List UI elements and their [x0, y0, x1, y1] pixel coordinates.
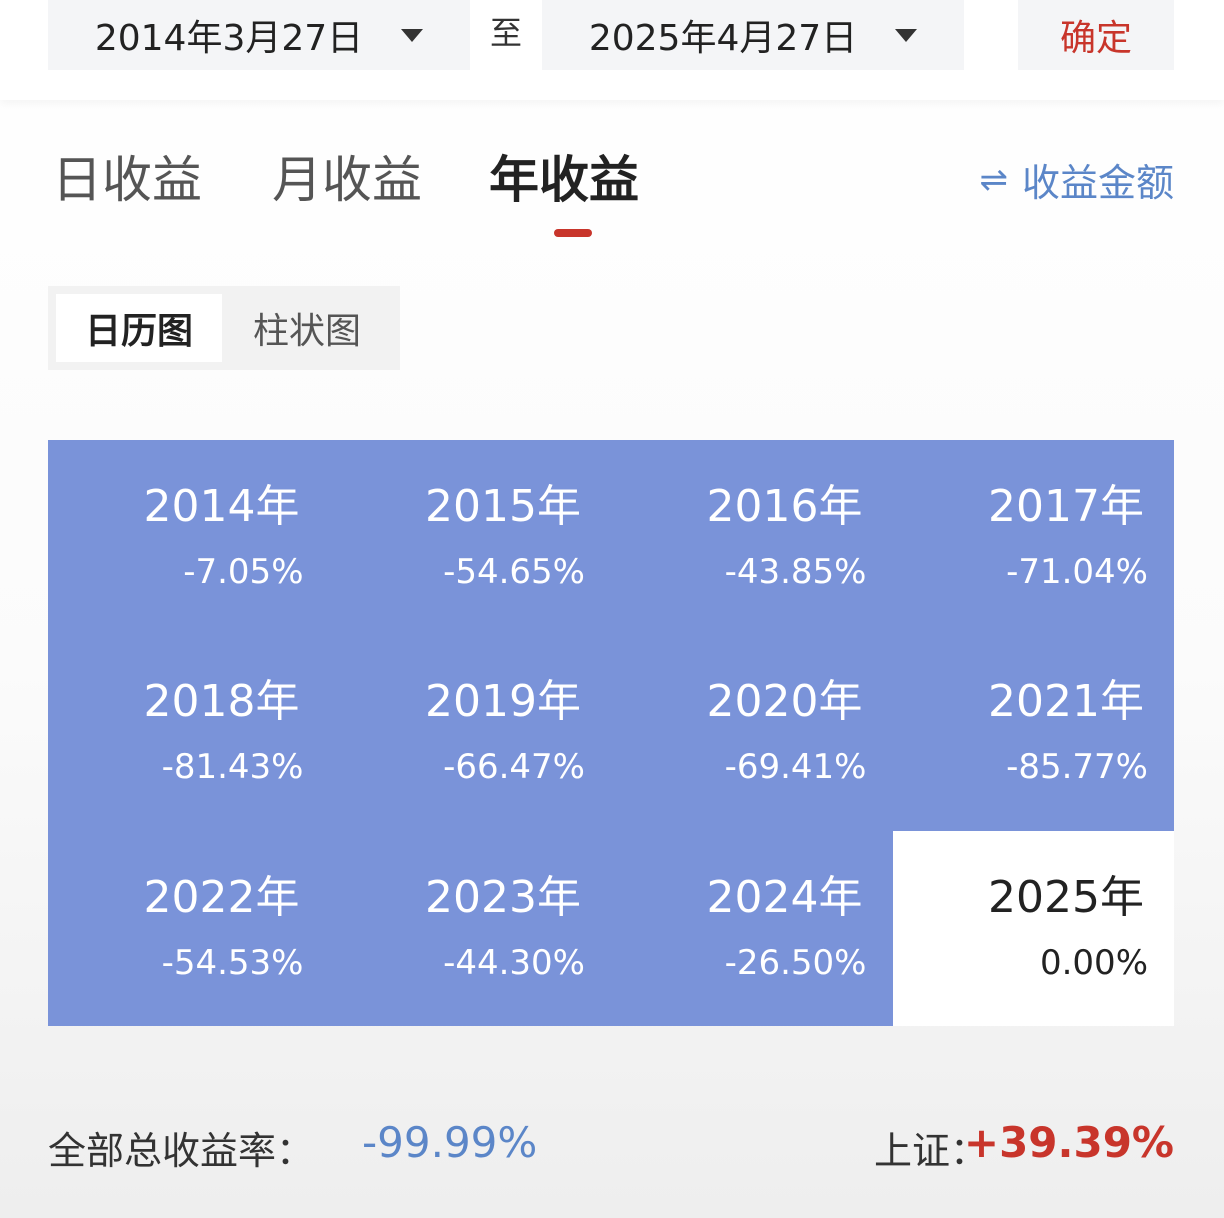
swap-icon: ⇌	[979, 159, 1008, 200]
year-return: -54.53%	[161, 942, 304, 983]
total-return-value: -99.99%	[362, 1118, 538, 1167]
year-cell-2025[interactable]: 2025年 0.00%	[892, 830, 1174, 1026]
toggle-amount-label: 收益金额	[1021, 161, 1174, 205]
bar-chart-view-button[interactable]: 柱状图	[252, 311, 361, 352]
active-tab-indicator	[554, 229, 592, 237]
year-label: 2015年	[425, 481, 581, 532]
year-return: -66.47%	[443, 747, 585, 788]
confirm-button[interactable]: 确定	[1018, 0, 1174, 70]
caret-down-icon	[401, 28, 424, 42]
year-cell-2021[interactable]: 2021年 -85.77%	[892, 635, 1174, 831]
year-label: 2019年	[425, 676, 581, 728]
year-return: 0.00%	[1039, 942, 1148, 983]
year-label: 2020年	[706, 676, 863, 728]
index-return-value: +39.39%	[963, 1118, 1174, 1167]
tab-yearly-return[interactable]: 年收益	[489, 151, 639, 209]
calendar-view-button[interactable]: 日历图	[56, 294, 222, 362]
caret-down-icon	[895, 28, 918, 42]
year-label: 2023年	[425, 871, 581, 923]
year-cell-2024[interactable]: 2024年 -26.50%	[611, 830, 893, 1026]
year-return: -54.65%	[443, 552, 585, 592]
year-label: 2021年	[988, 676, 1144, 728]
tab-daily-return[interactable]: 日收益	[52, 151, 202, 209]
year-return: -71.04%	[1006, 552, 1148, 592]
yearly-return-calendar: 2014年 -7.05% 2015年 -54.65% 2016年 -43.85%…	[48, 440, 1174, 1026]
year-return: -85.77%	[1006, 747, 1148, 788]
year-label: 2025年	[988, 871, 1144, 923]
tab-monthly-return[interactable]: 月收益	[272, 151, 422, 209]
year-cell-2023[interactable]: 2023年 -44.30%	[329, 830, 611, 1026]
year-return: -69.41%	[724, 747, 867, 788]
year-label: 2014年	[143, 481, 300, 532]
range-separator: 至	[489, 14, 522, 52]
year-cell-2014[interactable]: 2014年 -7.05%	[48, 440, 330, 636]
year-label: 2016年	[706, 481, 863, 532]
year-cell-2022[interactable]: 2022年 -54.53%	[48, 830, 330, 1026]
year-return: -7.05%	[183, 552, 304, 592]
toggle-amount-button[interactable]: ⇌ 收益金额	[979, 152, 1174, 207]
year-label: 2018年	[143, 676, 300, 728]
year-label: 2022年	[143, 871, 300, 923]
year-label: 2024年	[706, 871, 863, 923]
view-switch: 日历图 柱状图	[48, 286, 400, 370]
year-cell-2016[interactable]: 2016年 -43.85%	[611, 440, 893, 636]
year-label: 2017年	[988, 481, 1144, 532]
year-return: -26.50%	[724, 942, 867, 983]
year-return: -81.43%	[161, 747, 304, 788]
start-date-select[interactable]: 2014年3月27日	[48, 0, 470, 70]
year-cell-2017[interactable]: 2017年 -71.04%	[892, 440, 1174, 636]
index-label: 上证：	[873, 1129, 988, 1173]
year-cell-2015[interactable]: 2015年 -54.65%	[329, 440, 611, 636]
return-summary: 全部总收益率： -99.99% 上证： +39.39%	[48, 1118, 1174, 1174]
end-date-select[interactable]: 2025年4月27日	[542, 0, 964, 70]
year-cell-2020[interactable]: 2020年 -69.41%	[611, 635, 893, 831]
year-return: -43.85%	[724, 552, 867, 592]
end-date-value: 2025年4月27日	[588, 18, 858, 59]
year-return: -44.30%	[443, 942, 585, 983]
total-return-label: 全部总收益率：	[48, 1129, 315, 1173]
start-date-value: 2014年3月27日	[94, 18, 364, 59]
year-cell-2019[interactable]: 2019年 -66.47%	[329, 635, 611, 831]
year-cell-2018[interactable]: 2018年 -81.43%	[48, 635, 330, 831]
date-range-bar: 2014年3月27日 至 2025年4月27日 确定	[0, 0, 1224, 100]
